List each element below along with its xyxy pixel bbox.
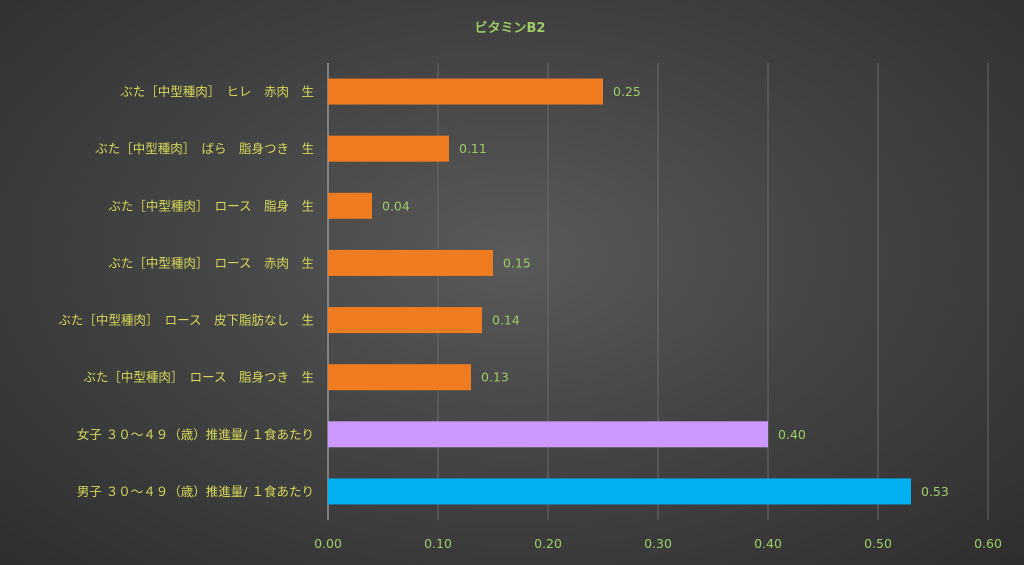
chart-title: ビタミンB2 <box>475 20 546 36</box>
x-tick-label: 0.40 <box>754 536 782 551</box>
category-label: ぶた［中型種肉］ ばら 脂身つき 生 <box>95 141 314 156</box>
x-tick-label: 0.60 <box>974 536 1002 551</box>
category-label: ぶた［中型種肉］ ロース 脂身 生 <box>108 198 314 213</box>
data-label: 0.11 <box>459 141 487 156</box>
bar <box>328 135 449 162</box>
category-label: ぶた［中型種肉］ ロース 皮下脂肪なし 生 <box>58 313 314 328</box>
bar <box>328 192 372 219</box>
bar <box>328 249 493 276</box>
value-labels: 0.25 0.11 0.04 0.15 0.14 0.13 0.40 0.53 <box>382 84 949 499</box>
category-labels: ぶた［中型種肉］ ヒレ 赤肉 生ぶた［中型種肉］ ばら 脂身つき 生ぶた［中型種… <box>58 84 314 499</box>
data-label: 0.53 <box>921 484 949 499</box>
x-tick-label: 0.00 <box>314 536 342 551</box>
x-tick-label: 0.10 <box>424 536 452 551</box>
category-label: ぶた［中型種肉］ ロース 赤肉 生 <box>108 255 314 270</box>
category-label: 男子 ３０～４９（歳）推進量/ １食あたり <box>77 484 314 499</box>
bar <box>328 364 471 391</box>
x-tick-labels: 0.00 0.10 0.20 0.30 0.40 0.50 0.60 <box>314 536 1002 551</box>
data-label: 0.25 <box>613 84 641 99</box>
x-tick-label: 0.30 <box>644 536 672 551</box>
data-label: 0.15 <box>503 255 531 270</box>
bar <box>328 421 768 448</box>
bar <box>328 307 482 334</box>
bar <box>328 478 911 505</box>
category-label: ぶた［中型種肉］ ロース 脂身つき 生 <box>83 370 314 385</box>
data-label: 0.14 <box>492 313 520 328</box>
bars <box>328 78 911 505</box>
grid <box>327 63 989 520</box>
data-label: 0.13 <box>481 370 509 385</box>
x-tick-label: 0.20 <box>534 536 562 551</box>
category-label: 女子 ３０～４９（歳）推進量/ １食あたり <box>77 427 314 442</box>
x-tick-label: 0.50 <box>864 536 892 551</box>
data-label: 0.40 <box>778 427 806 442</box>
category-label: ぶた［中型種肉］ ヒレ 赤肉 生 <box>120 84 314 99</box>
data-label: 0.04 <box>382 198 410 213</box>
bar <box>328 78 603 105</box>
